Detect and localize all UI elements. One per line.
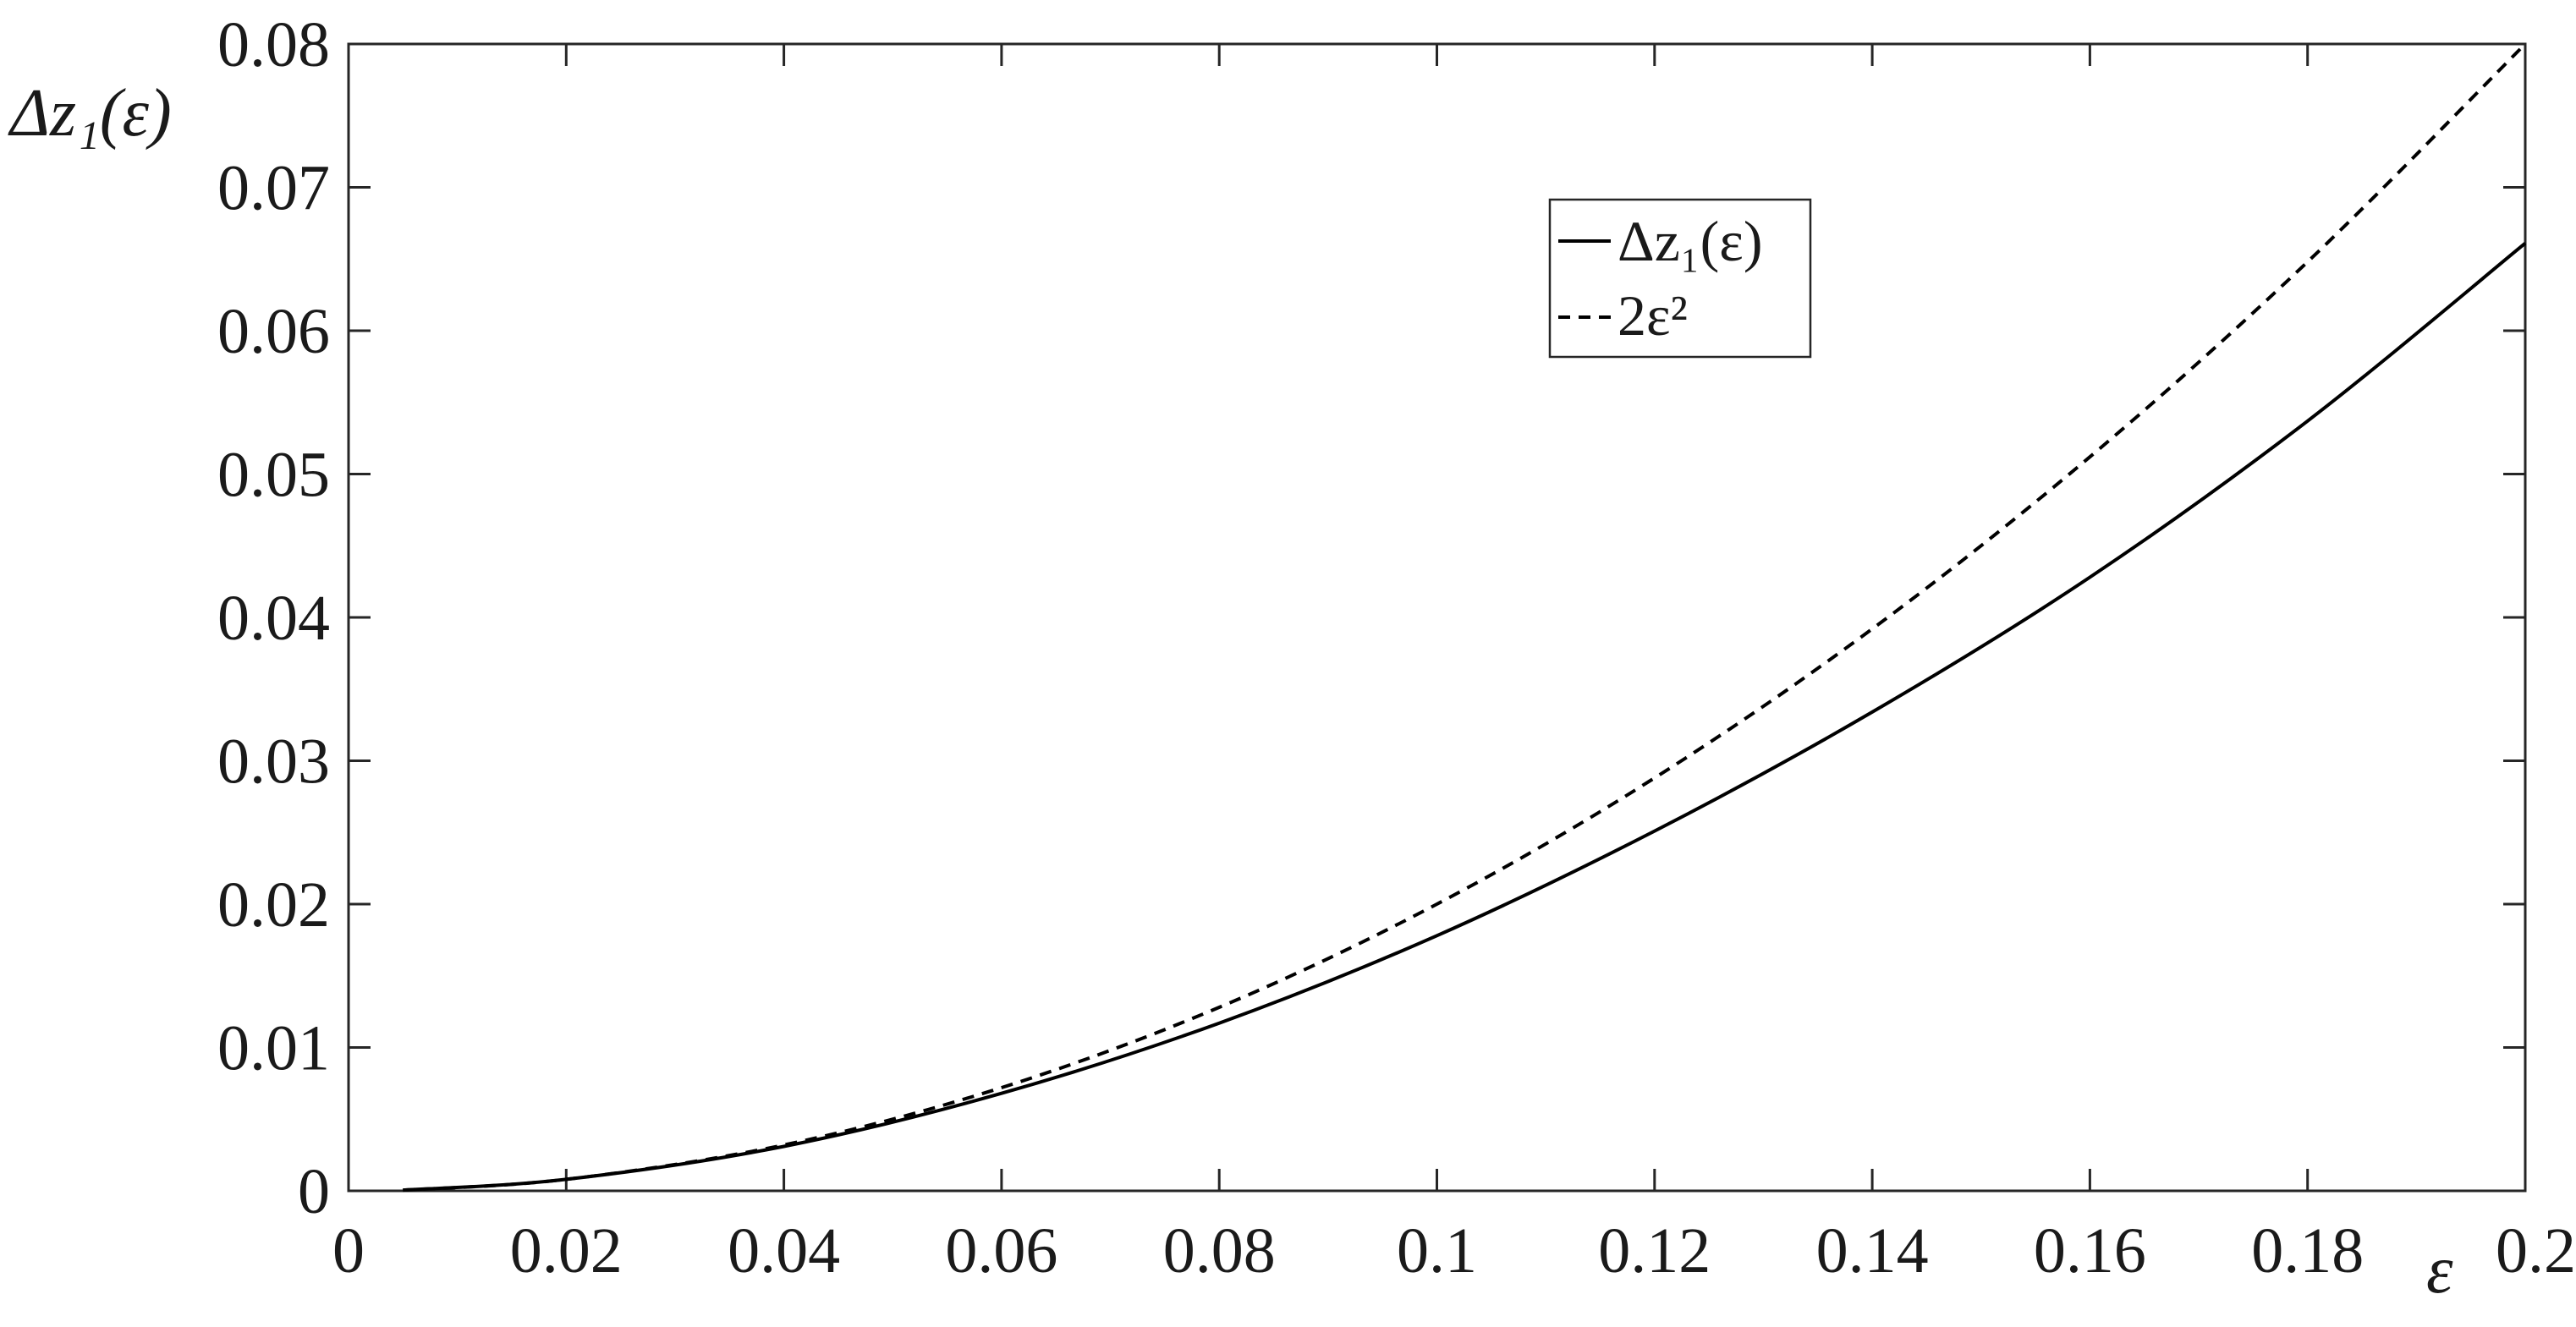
legend-label-series-1: Δz₁(ε): [1618, 209, 1762, 273]
x-tick-label: 0.14: [1816, 1215, 1929, 1286]
y-axis-title: Δz₁(ε): [8, 76, 172, 151]
x-tick-label: 0.08: [1163, 1215, 1276, 1286]
legend-label-series-2: 2ε²: [1618, 283, 1688, 348]
legend-box: [1548, 198, 1812, 359]
x-tick-label: 0.16: [2034, 1215, 2146, 1286]
y-tick-label: 0.03: [217, 727, 330, 798]
x-tick-label: 0.18: [2251, 1215, 2364, 1286]
x-tick-label: 0.2: [2496, 1215, 2576, 1286]
plot-area-frame: [347, 42, 2527, 1193]
series-layer: [403, 42, 2527, 1193]
x-tick-label: 0: [332, 1215, 365, 1286]
legend: Δz₁(ε) 2ε²: [1548, 198, 1812, 359]
y-tick-label: 0.01: [217, 1013, 330, 1084]
x-tick-label: 0.12: [1598, 1215, 1711, 1286]
y-tick-label: 0.07: [217, 153, 330, 224]
y-tick-label: 0.08: [217, 9, 330, 80]
y-tick-label: 0.05: [217, 440, 330, 511]
y-tick-label: 0.04: [217, 583, 330, 654]
y-axis: 0 0.01 0.02 0.03 0.04 0.05 0.06 0.07 0.08: [217, 9, 2525, 1227]
x-tick-label: 0.02: [510, 1215, 623, 1286]
x-tick-label: 0.04: [728, 1215, 840, 1286]
x-tick-label: 0.1: [1397, 1215, 1477, 1286]
y-tick-label: 0: [298, 1156, 330, 1227]
x-axis-title: ε: [2426, 1233, 2453, 1308]
x-tick-label: 0.06: [945, 1215, 1057, 1286]
y-tick-label: 0.02: [217, 869, 330, 940]
y-tick-label: 0.06: [217, 296, 330, 367]
series-line-1: [403, 242, 2527, 1193]
series-line-2: [403, 42, 2527, 1193]
x-axis: 0 0.02 0.04 0.06 0.08 0.1 0.12 0.14 0.16 0.18 0.2: [332, 44, 2576, 1286]
